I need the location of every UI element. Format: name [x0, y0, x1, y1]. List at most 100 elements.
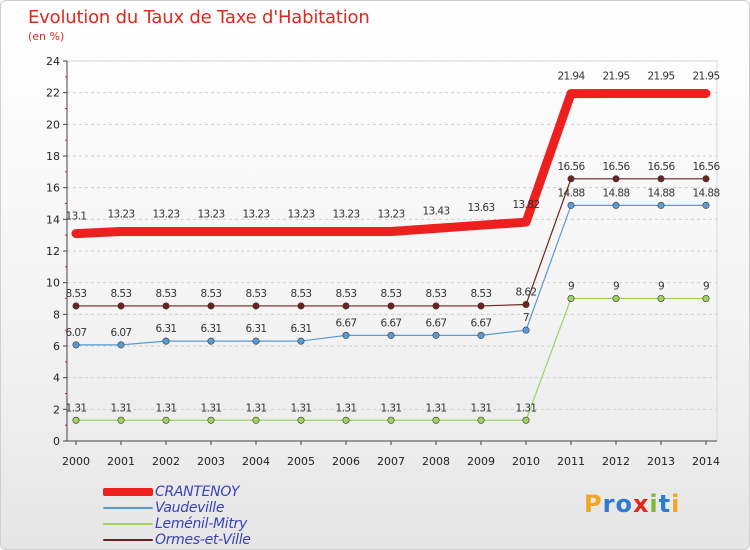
data-point — [387, 416, 395, 424]
data-point — [477, 331, 485, 339]
data-label: 13.1 — [66, 211, 87, 223]
data-point — [252, 337, 260, 345]
data-label: 1.31 — [66, 402, 87, 414]
data-point — [297, 337, 305, 345]
data-label: 13.43 — [422, 205, 449, 217]
data-label: 6.67 — [381, 317, 402, 329]
data-label: 1.31 — [336, 402, 357, 414]
data-label: 8.53 — [156, 288, 177, 300]
data-point — [612, 201, 620, 209]
data-point — [612, 175, 620, 183]
x-tick-label: 2010 — [512, 455, 540, 468]
data-label: 13.23 — [332, 209, 359, 221]
data-label: 8.53 — [381, 288, 402, 300]
data-label: 7 — [523, 312, 529, 324]
proxiti-logo: Proxiti — [584, 490, 680, 518]
x-tick-label: 2013 — [647, 455, 675, 468]
x-tick-label: 2006 — [332, 455, 360, 468]
data-point — [252, 416, 260, 424]
data-point — [252, 302, 260, 310]
data-label: 6.31 — [291, 323, 312, 335]
data-label: 6.31 — [156, 323, 177, 335]
x-tick-label: 2014 — [692, 455, 720, 468]
legend-item: Vaudeville — [103, 500, 251, 516]
data-label: 1.31 — [471, 402, 492, 414]
data-label: 6.67 — [471, 317, 492, 329]
data-label: 16.56 — [602, 161, 630, 173]
logo-letter: o — [615, 490, 633, 518]
data-point — [702, 201, 710, 209]
data-point — [207, 337, 215, 345]
data-label: 9 — [568, 281, 574, 293]
data-point — [342, 302, 350, 310]
data-point — [342, 331, 350, 339]
data-label: 1.31 — [381, 402, 402, 414]
data-label: 8.62 — [516, 287, 537, 299]
data-label: 13.23 — [197, 209, 224, 221]
data-label: 16.56 — [692, 161, 720, 173]
data-label: 21.95 — [602, 70, 629, 82]
series-line-0 — [71, 88, 711, 239]
data-point — [162, 337, 170, 345]
data-label: 9 — [613, 281, 619, 293]
logo-letter: r — [602, 490, 616, 518]
y-tick-label: 20 — [46, 118, 60, 131]
data-label: 8.53 — [201, 288, 222, 300]
chart-legend: CRANTENOY Vaudeville Leménil-Mitry Ormes-et… — [103, 484, 251, 548]
data-label: 14.88 — [647, 187, 674, 199]
data-label: 13.23 — [152, 209, 179, 221]
data-label: 13.23 — [377, 209, 404, 221]
x-tick-label: 2009 — [467, 455, 495, 468]
data-label: 8.53 — [336, 288, 357, 300]
y-tick-label: 18 — [46, 150, 60, 163]
data-label: 6.67 — [426, 317, 447, 329]
data-point — [72, 416, 80, 424]
data-label: 1.31 — [201, 402, 222, 414]
data-label: 14.88 — [602, 187, 629, 199]
data-label: 16.56 — [557, 161, 585, 173]
logo-letter: i — [671, 490, 681, 518]
legend-swatch — [103, 523, 153, 525]
data-point — [117, 302, 125, 310]
y-tick-label: 16 — [46, 182, 60, 195]
data-point — [477, 302, 485, 310]
data-label: 1.31 — [111, 402, 132, 414]
x-tick-label: 2004 — [242, 455, 270, 468]
y-tick-label: 24 — [46, 55, 60, 68]
data-label: 13.23 — [107, 209, 134, 221]
data-label: 8.53 — [291, 288, 312, 300]
x-tick-label: 2007 — [377, 455, 405, 468]
legend-swatch — [103, 507, 153, 509]
x-tick-label: 2005 — [287, 455, 315, 468]
data-point — [432, 331, 440, 339]
data-point — [567, 175, 575, 183]
logo-letter: P — [584, 490, 603, 518]
legend-swatch — [103, 539, 153, 541]
data-label: 21.95 — [647, 70, 674, 82]
data-point — [387, 331, 395, 339]
data-label: 8.53 — [66, 288, 87, 300]
data-point — [477, 416, 485, 424]
legend-item: Leménil-Mitry — [103, 516, 251, 532]
data-point — [657, 294, 665, 302]
legend-label: Leménil-Mitry — [155, 516, 247, 532]
data-point — [387, 302, 395, 310]
data-label: 8.53 — [111, 288, 132, 300]
legend-item: CRANTENOY — [103, 484, 251, 500]
data-label: 16.56 — [647, 161, 675, 173]
x-tick-label: 2008 — [422, 455, 450, 468]
y-tick-label: 0 — [53, 435, 60, 448]
logo-letter: i — [649, 490, 659, 518]
data-point — [297, 416, 305, 424]
y-tick-label: 10 — [46, 277, 60, 290]
data-label: 13.23 — [242, 209, 269, 221]
legend-item: Ormes-et-Ville — [103, 532, 251, 548]
data-label: 1.31 — [426, 402, 447, 414]
legend-label: Ormes-et-Ville — [155, 532, 251, 548]
data-point — [432, 302, 440, 310]
data-label: 6.07 — [111, 327, 132, 339]
y-tick-label: 14 — [46, 213, 60, 226]
data-point — [522, 416, 530, 424]
data-label: 21.95 — [692, 70, 719, 82]
data-label: 21.94 — [557, 71, 585, 83]
